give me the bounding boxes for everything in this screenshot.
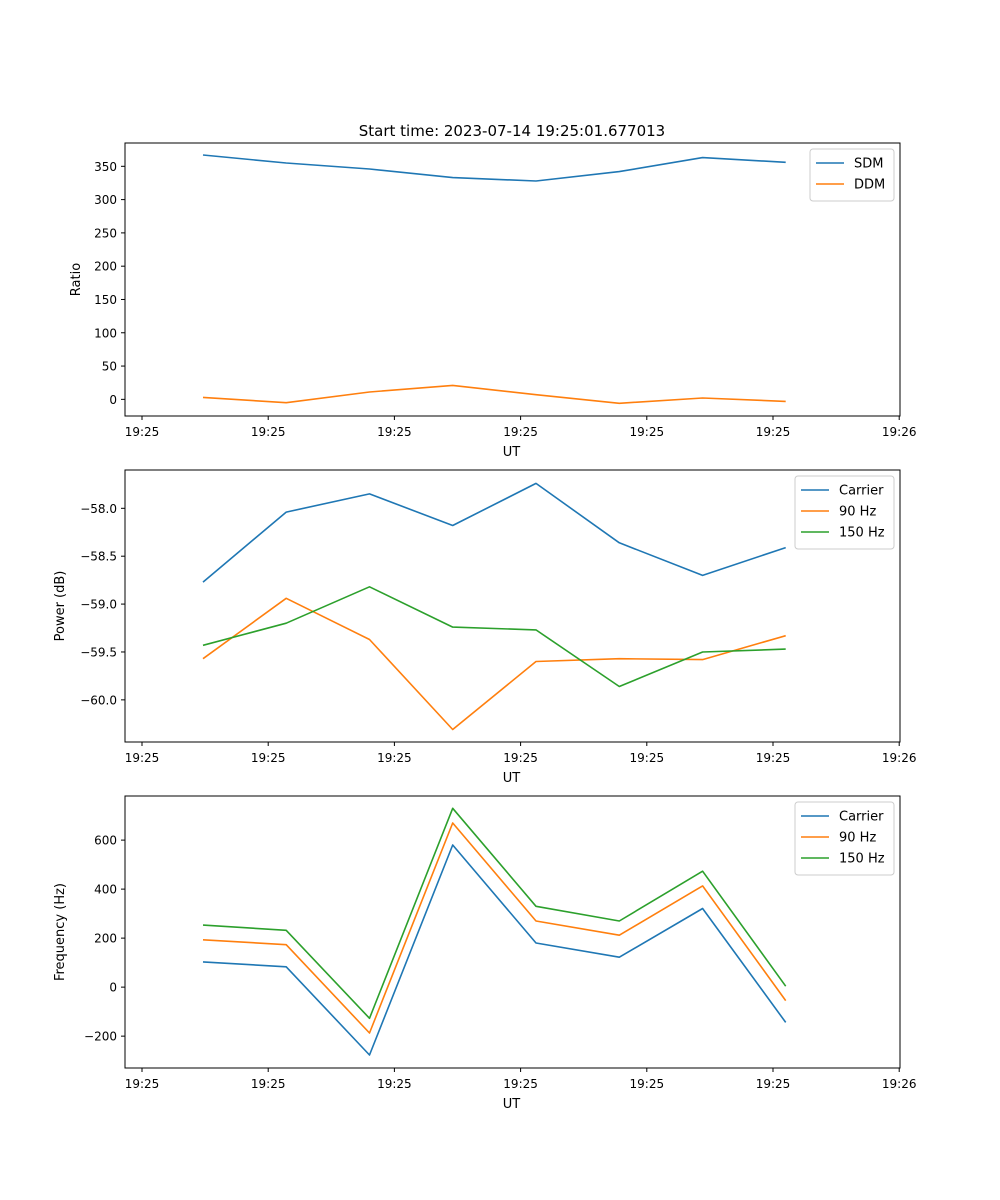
frequency-y-tick-label: 600 <box>94 834 117 848</box>
frequency-series-150-hz-line <box>202 807 787 1020</box>
ratio-y-tick-label: 50 <box>102 360 117 374</box>
frequency-chart-panel: 19:25 19:25 19:25 19:25 19:25 19:25 19:26 UT −20… <box>53 795 917 1112</box>
power-y-tick-label: −58.5 <box>80 550 117 564</box>
power-legend-box <box>794 475 895 550</box>
frequency-legend: Carrier 90 Hz 150 Hz <box>794 801 895 876</box>
ratio-plot-frame <box>124 142 901 417</box>
ratio-x-tick-label: 19:25 <box>125 425 160 439</box>
frequency-x-tick-label: 19:25 <box>251 1077 286 1091</box>
power-y-tick-label: −58.0 <box>80 502 117 516</box>
power-x-tick-label: 19:25 <box>125 751 160 765</box>
frequency-legend-label: Carrier <box>839 810 884 825</box>
ratio-x-tick-label: 19:25 <box>630 425 665 439</box>
ratio-x-tick-label: 19:25 <box>251 425 286 439</box>
frequency-x-tick-label: 19:25 <box>503 1077 538 1091</box>
frequency-y-tick-label: −200 <box>84 1030 117 1044</box>
ratio-x-tick-label: 19:25 <box>377 425 412 439</box>
power-series-90-hz-line <box>202 597 786 731</box>
power-legend: Carrier 90 Hz 150 Hz <box>794 475 895 550</box>
frequency-legend-box <box>794 801 895 876</box>
power-legend-label: 150 Hz <box>839 526 885 541</box>
power-x-tick-label: 19:25 <box>756 751 791 765</box>
ratio-y-tick-label: 300 <box>94 193 117 207</box>
ratio-y-tick-label: 100 <box>94 326 117 340</box>
frequency-x-tick-label: 19:25 <box>377 1077 412 1091</box>
ratio-chart-panel: 19:25 19:25 19:25 19:25 19:25 19:25 19:26 UT 0 50… <box>69 142 917 460</box>
power-x-axis-label: UT <box>503 771 521 786</box>
frequency-x-tick-label: 19:25 <box>125 1077 160 1091</box>
frequency-y-tick-label: 0 <box>109 981 117 995</box>
power-x-tick-label: 19:25 <box>251 751 286 765</box>
frequency-legend-label: 90 Hz <box>839 831 876 846</box>
ratio-legend-label: DDM <box>854 178 885 193</box>
ratio-y-tick-label: 200 <box>94 260 117 274</box>
frequency-series-carrier-line <box>202 844 787 1056</box>
power-legend-label: Carrier <box>839 484 884 499</box>
power-y-tick-label: −59.5 <box>80 645 117 659</box>
ratio-x-axis-label: UT <box>503 445 521 460</box>
power-x-tick-label: 19:25 <box>503 751 538 765</box>
ratio-y-tick-label: 350 <box>94 160 117 174</box>
ratio-y-tick-label: 0 <box>109 393 117 407</box>
power-series-150-hz-line <box>202 585 786 688</box>
power-plot-frame <box>124 469 901 743</box>
power-x-tick-label: 19:26 <box>882 751 917 765</box>
power-x-tick-label: 19:25 <box>630 751 665 765</box>
ratio-x-tick-label: 19:26 <box>882 425 917 439</box>
ratio-y-axis-label: Ratio <box>69 263 84 296</box>
power-y-tick-label: −60.0 <box>80 693 117 707</box>
ratio-legend-box <box>809 148 895 202</box>
frequency-y-tick-label: 200 <box>94 932 117 946</box>
power-chart-panel: 19:25 19:25 19:25 19:25 19:25 19:25 19:26 UT −60… <box>53 469 917 786</box>
frequency-series-90-hz-line <box>202 822 787 1034</box>
figure-title: Start time: 2023-07-14 19:25:01.677013 <box>359 122 665 140</box>
power-y-axis-label: Power (dB) <box>53 571 68 642</box>
ratio-series-sdm-line <box>202 154 786 182</box>
frequency-y-tick-label: 400 <box>94 883 117 897</box>
frequency-plot-frame <box>124 795 901 1069</box>
frequency-x-axis-label: UT <box>503 1097 521 1112</box>
frequency-x-tick-label: 19:26 <box>882 1077 917 1091</box>
ratio-legend: SDM DDM <box>809 148 895 202</box>
frequency-x-tick-label: 19:25 <box>630 1077 665 1091</box>
frequency-x-tick-label: 19:25 <box>756 1077 791 1091</box>
power-legend-label: 90 Hz <box>839 505 876 520</box>
ratio-y-tick-label: 250 <box>94 226 117 240</box>
ratio-y-tick-label: 150 <box>94 293 117 307</box>
power-x-tick-label: 19:25 <box>377 751 412 765</box>
ratio-series-ddm-line <box>202 384 786 405</box>
power-series-carrier-line <box>202 482 786 583</box>
frequency-y-axis-label: Frequency (Hz) <box>53 883 68 981</box>
ratio-x-tick-label: 19:25 <box>756 425 791 439</box>
frequency-legend-label: 150 Hz <box>839 852 885 867</box>
ratio-legend-label: SDM <box>854 157 883 172</box>
ratio-x-tick-label: 19:25 <box>503 425 538 439</box>
power-y-tick-label: −59.0 <box>80 598 117 612</box>
